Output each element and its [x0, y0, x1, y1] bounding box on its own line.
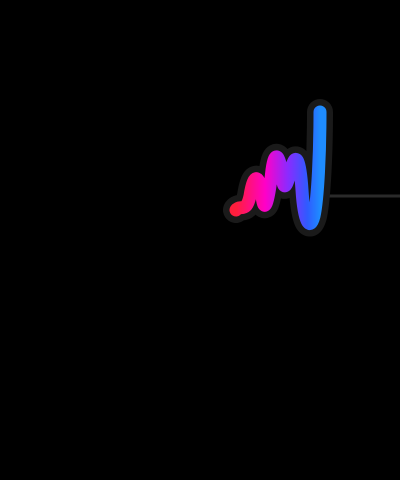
brush-stroke [229, 105, 327, 230]
